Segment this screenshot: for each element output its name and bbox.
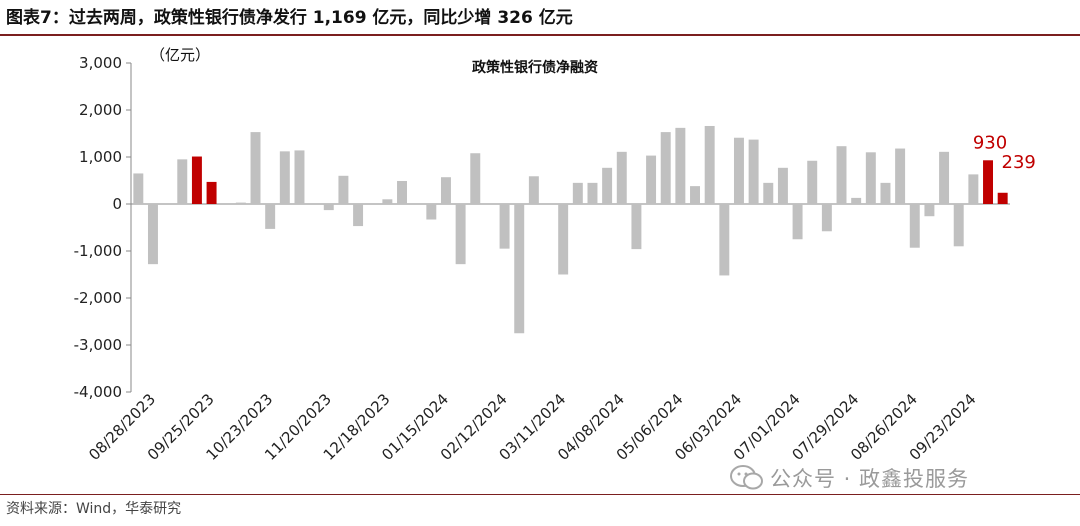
bar [895,148,906,204]
bar [821,204,832,232]
y-tick-label: -4,000 [74,383,122,401]
bar [397,180,407,204]
watermark: 公众号 · 政鑫投服务 [730,462,969,494]
bar [323,204,334,211]
bar [807,160,818,204]
bar [997,192,1008,204]
bar [177,159,188,204]
bar [953,204,964,247]
bar [660,132,671,204]
bar [558,204,569,275]
bar [880,182,891,204]
watermark-text: 公众号 · 政鑫投服务 [770,467,970,491]
bar [792,204,803,240]
top-rule [0,34,1080,36]
bar [719,204,730,276]
data-label: 930 [973,132,1007,153]
bar [279,151,290,204]
bar [763,182,774,204]
bar [250,132,261,204]
wechat-icon [730,465,763,490]
bar [865,152,876,204]
bar [499,204,510,249]
y-axis-unit-label: （亿元） [150,46,210,64]
bar [382,199,393,204]
y-tick-label: 1,000 [79,148,122,166]
data-label: 239 [1002,152,1036,173]
y-tick-label: -1,000 [74,242,122,260]
bar [675,127,686,204]
bar [602,167,613,204]
bar [909,204,920,248]
bar [455,204,466,265]
bar [294,150,305,204]
bar [265,204,276,229]
bar [704,125,715,204]
bar [353,204,364,227]
bar [147,204,158,265]
bar [133,173,144,204]
y-tick-label: 2,000 [79,101,122,119]
bar [572,182,583,204]
bar [748,139,759,204]
bar [426,204,437,220]
figure-title: 图表7：过去两周，政策性银行债净发行 1,169 亿元，同比少增 326 亿元 [6,8,573,28]
bar [631,204,642,250]
bar [470,153,481,204]
bar [733,137,744,204]
bar [851,197,862,204]
bar [924,204,935,217]
y-tick-label: 3,000 [79,54,122,72]
bar [206,181,217,204]
bar [690,186,700,204]
bar [528,176,539,204]
bar [235,202,246,204]
bar [514,204,525,334]
bar [338,175,349,204]
source-note: 资料来源：Wind，华泰研究 [6,501,182,517]
y-tick-label: 0 [112,195,122,213]
y-tick-label: -2,000 [74,289,122,307]
bar [440,177,451,204]
bar [191,156,202,204]
chart-title: 政策性银行债净融资 [472,59,598,76]
bar [983,160,993,204]
bar [587,182,598,204]
bar [939,151,950,204]
bottom-rule [0,494,1080,495]
bar [968,174,979,204]
net-financing-bar-chart: 政策性银行债净融资 （亿元） 3,000 2,000 1,000 0 -1,000 -2,… [74,46,1036,464]
bar [836,146,847,204]
bar [646,155,657,204]
bar [616,151,627,204]
y-tick-label: -3,000 [74,336,122,354]
bar [777,167,788,204]
